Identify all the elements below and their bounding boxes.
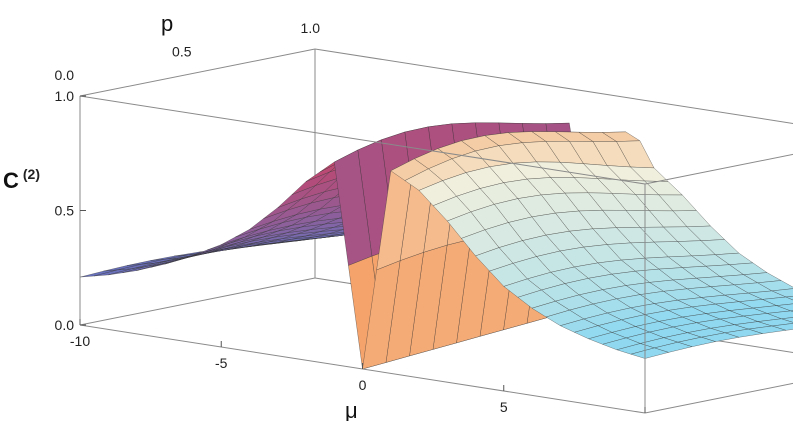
surface-mesh	[79, 122, 793, 370]
x-tick-label: 0	[359, 377, 367, 393]
z-tick-label: 1.0	[55, 88, 75, 104]
x-tick-label: 5	[500, 399, 508, 415]
z-axis-label-superscript: (2)	[23, 166, 40, 182]
y-tick-label: 1.0	[301, 20, 321, 36]
surface-patch	[630, 347, 670, 359]
x-tick-label: -10	[70, 333, 90, 349]
box-edge	[644, 382, 793, 414]
box-edge	[79, 95, 646, 185]
z-tick-label: 0.0	[55, 317, 75, 333]
axis-ticks: -10-505100.00.51.00.00.51.0	[55, 20, 646, 415]
y-axis-label: p	[161, 11, 173, 36]
box-edge	[644, 153, 793, 185]
box-edge	[314, 48, 793, 124]
box-edge	[79, 277, 316, 326]
z-tick-label: 0.5	[55, 203, 75, 219]
box-edge	[79, 48, 316, 97]
y-tick-label: 0.0	[55, 67, 75, 83]
z-axis-label-base: C	[3, 168, 19, 193]
y-tick-label: 0.5	[172, 44, 192, 60]
z-axis-label: C (2)	[3, 166, 40, 193]
x-axis-label: μ	[345, 398, 358, 421]
x-tick-label: -5	[215, 355, 228, 371]
